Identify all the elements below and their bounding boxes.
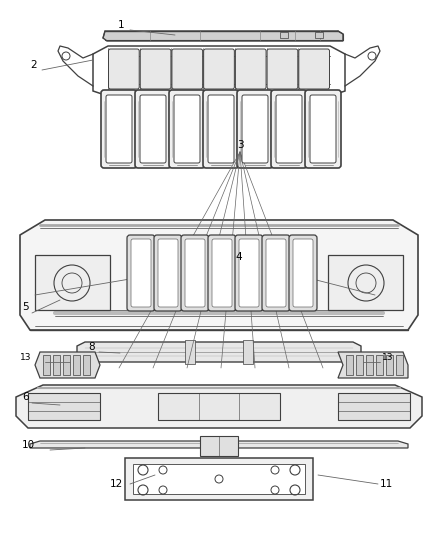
FancyBboxPatch shape — [239, 239, 259, 307]
FancyBboxPatch shape — [266, 239, 286, 307]
Text: 12: 12 — [110, 479, 123, 489]
Bar — [35, 255, 110, 310]
Text: 5: 5 — [22, 302, 28, 312]
Bar — [158, 393, 280, 420]
Text: 2: 2 — [30, 60, 37, 70]
FancyBboxPatch shape — [305, 90, 341, 168]
FancyBboxPatch shape — [208, 95, 234, 163]
Text: 4: 4 — [235, 252, 242, 262]
FancyBboxPatch shape — [140, 95, 166, 163]
Text: 1: 1 — [118, 20, 125, 30]
Bar — [43, 355, 50, 375]
FancyBboxPatch shape — [267, 49, 298, 89]
FancyBboxPatch shape — [262, 235, 290, 311]
Bar — [73, 355, 80, 375]
FancyBboxPatch shape — [131, 239, 151, 307]
FancyBboxPatch shape — [172, 49, 203, 89]
Text: 13: 13 — [382, 353, 393, 362]
FancyBboxPatch shape — [185, 239, 205, 307]
Polygon shape — [77, 342, 361, 362]
Bar — [200, 436, 238, 456]
FancyBboxPatch shape — [135, 90, 171, 168]
FancyBboxPatch shape — [109, 49, 139, 89]
FancyBboxPatch shape — [212, 239, 232, 307]
Bar — [243, 340, 253, 364]
FancyBboxPatch shape — [276, 95, 302, 163]
Polygon shape — [103, 31, 343, 41]
Bar — [125, 458, 313, 500]
FancyBboxPatch shape — [106, 95, 132, 163]
Bar — [63, 355, 70, 375]
FancyBboxPatch shape — [293, 239, 313, 307]
FancyBboxPatch shape — [181, 235, 209, 311]
FancyBboxPatch shape — [299, 49, 329, 89]
Polygon shape — [16, 385, 422, 428]
Bar — [346, 355, 353, 375]
Text: 8: 8 — [88, 342, 95, 352]
Bar — [53, 355, 60, 375]
FancyBboxPatch shape — [154, 235, 182, 311]
FancyBboxPatch shape — [158, 239, 178, 307]
FancyBboxPatch shape — [169, 90, 205, 168]
FancyBboxPatch shape — [271, 90, 307, 168]
FancyBboxPatch shape — [204, 49, 234, 89]
FancyBboxPatch shape — [203, 90, 239, 168]
Bar — [376, 355, 383, 375]
Bar — [133, 464, 305, 494]
Polygon shape — [30, 441, 408, 448]
FancyBboxPatch shape — [235, 235, 263, 311]
Bar — [185, 340, 195, 364]
Polygon shape — [35, 352, 100, 378]
FancyBboxPatch shape — [140, 49, 171, 89]
Bar — [328, 255, 403, 310]
FancyBboxPatch shape — [237, 90, 273, 168]
Polygon shape — [338, 352, 408, 378]
Bar — [386, 355, 393, 375]
FancyBboxPatch shape — [310, 95, 336, 163]
FancyBboxPatch shape — [289, 235, 317, 311]
Text: 6: 6 — [22, 392, 28, 402]
Bar — [83, 355, 90, 375]
Bar — [366, 355, 373, 375]
FancyBboxPatch shape — [235, 49, 266, 89]
FancyBboxPatch shape — [208, 235, 236, 311]
FancyBboxPatch shape — [127, 235, 155, 311]
Text: 11: 11 — [380, 479, 393, 489]
Bar — [338, 393, 410, 420]
Polygon shape — [20, 220, 418, 330]
Text: 3: 3 — [237, 140, 244, 150]
Text: 10: 10 — [22, 440, 35, 450]
Bar — [28, 393, 100, 420]
FancyBboxPatch shape — [242, 95, 268, 163]
Text: 13: 13 — [20, 353, 32, 362]
FancyBboxPatch shape — [101, 90, 137, 168]
Bar — [396, 355, 403, 375]
FancyBboxPatch shape — [174, 95, 200, 163]
Bar — [356, 355, 363, 375]
Bar — [315, 32, 323, 38]
Bar — [280, 32, 288, 38]
